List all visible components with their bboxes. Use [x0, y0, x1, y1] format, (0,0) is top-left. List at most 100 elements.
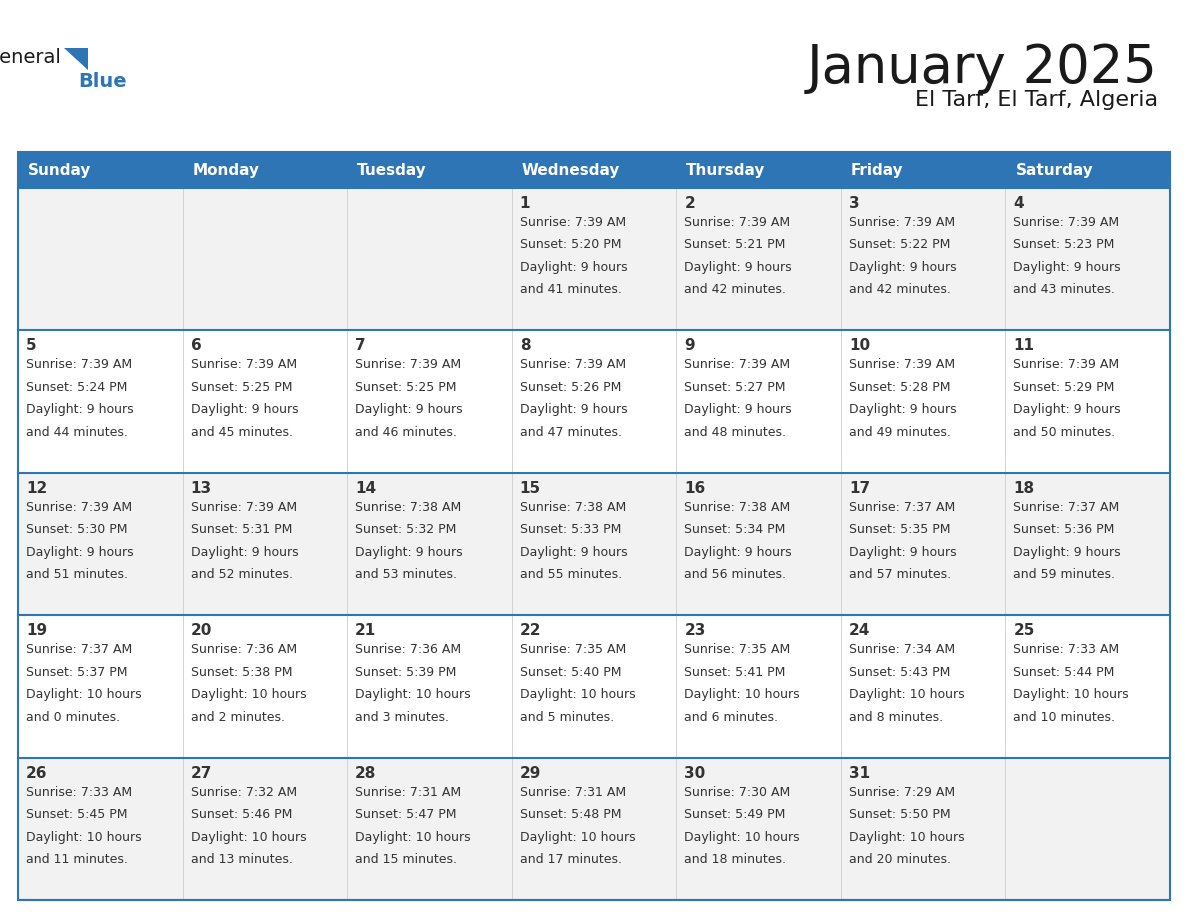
Text: Sunrise: 7:36 AM: Sunrise: 7:36 AM — [355, 644, 461, 656]
Text: 8: 8 — [519, 339, 530, 353]
Polygon shape — [64, 48, 88, 70]
Text: 14: 14 — [355, 481, 377, 496]
Bar — [18, 757, 1170, 900]
Text: and 42 minutes.: and 42 minutes. — [684, 284, 786, 297]
Text: Sunrise: 7:34 AM: Sunrise: 7:34 AM — [849, 644, 955, 656]
Text: and 55 minutes.: and 55 minutes. — [519, 568, 621, 581]
Text: and 11 minutes.: and 11 minutes. — [26, 853, 128, 866]
Text: Daylight: 9 hours: Daylight: 9 hours — [26, 403, 133, 417]
Text: Sunrise: 7:30 AM: Sunrise: 7:30 AM — [684, 786, 790, 799]
Text: Sunset: 5:37 PM: Sunset: 5:37 PM — [26, 666, 127, 678]
Text: Daylight: 9 hours: Daylight: 9 hours — [1013, 546, 1121, 559]
Text: Daylight: 9 hours: Daylight: 9 hours — [26, 546, 133, 559]
Text: General: General — [0, 48, 62, 67]
Text: 20: 20 — [190, 623, 211, 638]
Text: 18: 18 — [1013, 481, 1035, 496]
Text: 17: 17 — [849, 481, 870, 496]
Text: Sunset: 5:38 PM: Sunset: 5:38 PM — [190, 666, 292, 678]
Text: Sunset: 5:31 PM: Sunset: 5:31 PM — [190, 523, 292, 536]
Text: Sunrise: 7:37 AM: Sunrise: 7:37 AM — [849, 501, 955, 514]
Text: Wednesday: Wednesday — [522, 163, 620, 178]
Text: Sunset: 5:21 PM: Sunset: 5:21 PM — [684, 239, 785, 252]
Text: Sunset: 5:48 PM: Sunset: 5:48 PM — [519, 808, 621, 821]
Text: Sunrise: 7:39 AM: Sunrise: 7:39 AM — [849, 216, 955, 229]
Text: Sunset: 5:43 PM: Sunset: 5:43 PM — [849, 666, 950, 678]
Text: 24: 24 — [849, 623, 871, 638]
Text: and 43 minutes.: and 43 minutes. — [1013, 284, 1116, 297]
Text: and 45 minutes.: and 45 minutes. — [190, 426, 292, 439]
Text: Sunrise: 7:39 AM: Sunrise: 7:39 AM — [684, 216, 790, 229]
Text: Daylight: 10 hours: Daylight: 10 hours — [190, 688, 307, 701]
Text: Sunrise: 7:39 AM: Sunrise: 7:39 AM — [26, 358, 132, 372]
Text: Sunrise: 7:37 AM: Sunrise: 7:37 AM — [26, 644, 132, 656]
Text: Daylight: 9 hours: Daylight: 9 hours — [849, 546, 956, 559]
Text: and 6 minutes.: and 6 minutes. — [684, 711, 778, 723]
Text: Saturday: Saturday — [1016, 163, 1093, 178]
Text: Sunrise: 7:39 AM: Sunrise: 7:39 AM — [519, 358, 626, 372]
Text: Sunrise: 7:39 AM: Sunrise: 7:39 AM — [355, 358, 461, 372]
Bar — [18, 152, 1170, 188]
Text: and 53 minutes.: and 53 minutes. — [355, 568, 457, 581]
Bar — [18, 330, 1170, 473]
Bar — [18, 152, 1170, 900]
Text: and 10 minutes.: and 10 minutes. — [1013, 711, 1116, 723]
Text: Sunset: 5:27 PM: Sunset: 5:27 PM — [684, 381, 785, 394]
Text: Sunset: 5:22 PM: Sunset: 5:22 PM — [849, 239, 950, 252]
Text: Sunrise: 7:38 AM: Sunrise: 7:38 AM — [684, 501, 790, 514]
Text: and 44 minutes.: and 44 minutes. — [26, 426, 128, 439]
Text: 13: 13 — [190, 481, 211, 496]
Text: Daylight: 9 hours: Daylight: 9 hours — [1013, 261, 1121, 274]
Text: Daylight: 10 hours: Daylight: 10 hours — [519, 688, 636, 701]
Text: Sunset: 5:35 PM: Sunset: 5:35 PM — [849, 523, 950, 536]
Text: 19: 19 — [26, 623, 48, 638]
Text: Sunset: 5:50 PM: Sunset: 5:50 PM — [849, 808, 950, 821]
Text: and 47 minutes.: and 47 minutes. — [519, 426, 621, 439]
Text: Daylight: 9 hours: Daylight: 9 hours — [849, 261, 956, 274]
Text: Sunrise: 7:33 AM: Sunrise: 7:33 AM — [1013, 644, 1119, 656]
Text: and 59 minutes.: and 59 minutes. — [1013, 568, 1116, 581]
Text: El Tarf, El Tarf, Algeria: El Tarf, El Tarf, Algeria — [915, 90, 1158, 110]
Text: Daylight: 10 hours: Daylight: 10 hours — [849, 831, 965, 844]
Text: Daylight: 9 hours: Daylight: 9 hours — [684, 403, 792, 417]
Text: Daylight: 9 hours: Daylight: 9 hours — [519, 403, 627, 417]
Text: Blue: Blue — [78, 72, 127, 91]
Text: and 17 minutes.: and 17 minutes. — [519, 853, 621, 866]
Text: and 41 minutes.: and 41 minutes. — [519, 284, 621, 297]
Text: 21: 21 — [355, 623, 377, 638]
Text: and 51 minutes.: and 51 minutes. — [26, 568, 128, 581]
Text: Sunrise: 7:39 AM: Sunrise: 7:39 AM — [190, 358, 297, 372]
Text: Sunset: 5:39 PM: Sunset: 5:39 PM — [355, 666, 456, 678]
Text: and 57 minutes.: and 57 minutes. — [849, 568, 950, 581]
Text: and 50 minutes.: and 50 minutes. — [1013, 426, 1116, 439]
Text: Sunset: 5:34 PM: Sunset: 5:34 PM — [684, 523, 785, 536]
Bar — [18, 615, 1170, 757]
Text: Sunrise: 7:32 AM: Sunrise: 7:32 AM — [190, 786, 297, 799]
Text: and 18 minutes.: and 18 minutes. — [684, 853, 786, 866]
Text: Sunrise: 7:39 AM: Sunrise: 7:39 AM — [684, 358, 790, 372]
Text: Daylight: 10 hours: Daylight: 10 hours — [849, 688, 965, 701]
Text: 28: 28 — [355, 766, 377, 780]
Text: 26: 26 — [26, 766, 48, 780]
Text: 27: 27 — [190, 766, 211, 780]
Text: and 20 minutes.: and 20 minutes. — [849, 853, 950, 866]
Text: 22: 22 — [519, 623, 542, 638]
Bar — [18, 473, 1170, 615]
Text: Sunrise: 7:31 AM: Sunrise: 7:31 AM — [355, 786, 461, 799]
Text: 23: 23 — [684, 623, 706, 638]
Text: Sunset: 5:29 PM: Sunset: 5:29 PM — [1013, 381, 1114, 394]
Text: Thursday: Thursday — [687, 163, 765, 178]
Text: 30: 30 — [684, 766, 706, 780]
Text: Sunrise: 7:38 AM: Sunrise: 7:38 AM — [355, 501, 461, 514]
Text: Sunrise: 7:39 AM: Sunrise: 7:39 AM — [1013, 358, 1119, 372]
Text: Sunset: 5:32 PM: Sunset: 5:32 PM — [355, 523, 456, 536]
Text: Sunset: 5:46 PM: Sunset: 5:46 PM — [190, 808, 292, 821]
Text: Sunset: 5:30 PM: Sunset: 5:30 PM — [26, 523, 127, 536]
Text: Sunset: 5:28 PM: Sunset: 5:28 PM — [849, 381, 950, 394]
Text: Daylight: 9 hours: Daylight: 9 hours — [355, 546, 463, 559]
Text: Friday: Friday — [851, 163, 904, 178]
Text: January 2025: January 2025 — [807, 42, 1158, 94]
Text: Sunset: 5:36 PM: Sunset: 5:36 PM — [1013, 523, 1114, 536]
Text: Daylight: 10 hours: Daylight: 10 hours — [26, 831, 141, 844]
Text: Sunset: 5:44 PM: Sunset: 5:44 PM — [1013, 666, 1114, 678]
Text: Sunrise: 7:39 AM: Sunrise: 7:39 AM — [849, 358, 955, 372]
